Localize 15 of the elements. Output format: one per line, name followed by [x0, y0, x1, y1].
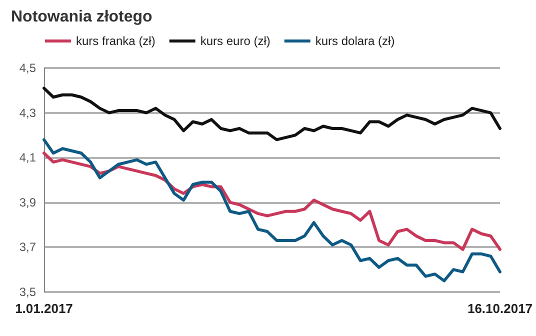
line-series: [42, 138, 502, 282]
legend-label: kurs euro (zł): [200, 34, 270, 48]
y-tick-label: 3,5: [19, 285, 36, 299]
chart-title: Notowania złotego: [11, 8, 153, 26]
legend-label: kurs dolara (zł): [315, 34, 395, 48]
y-tick-label: 4,1: [19, 150, 36, 165]
y-tick-label: 4,3: [19, 106, 36, 120]
line-series: [42, 152, 502, 251]
x-tick-label: 1.01.2017: [15, 301, 73, 316]
legend-label: kurs franka (zł): [76, 34, 156, 48]
x-tick-label: 16.10.2017: [467, 301, 533, 316]
line-series: [42, 86, 502, 142]
y-tick-label: 4,5: [19, 61, 36, 75]
y-tick-label: 3,9: [19, 195, 36, 210]
y-tick-label: 3,7: [19, 240, 36, 254]
